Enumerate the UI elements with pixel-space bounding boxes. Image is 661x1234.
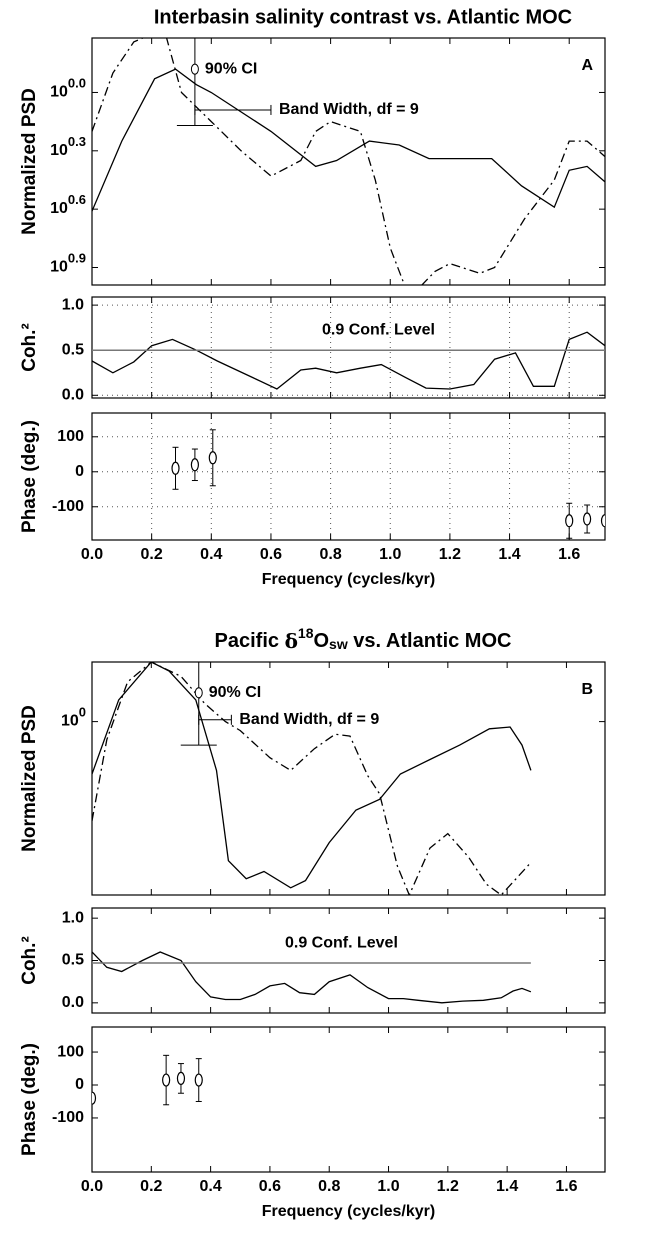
tick-base: 10 — [50, 142, 68, 159]
tick-exponent: 0.9 — [68, 251, 86, 266]
x-tick-label: 1.0 — [379, 546, 401, 563]
panel: 100 Normalized PSD Pacific δ18Osw vs. Atla… — [19, 625, 606, 896]
y-tick-label: 0 — [75, 1076, 84, 1093]
panel: 0.0 0.5 1.0 Coh.² 0.9 Conf. Level — [19, 907, 606, 1014]
y-tick-label: 0.0 — [62, 994, 84, 1011]
x-axis-label: Frequency (cycles/kyr) — [262, 571, 435, 588]
tick-base: 10 — [50, 84, 68, 101]
series-line — [92, 662, 532, 895]
panel: 0.0 0.5 1.0 Coh.² 0.9 Conf. Level — [19, 296, 606, 404]
x-tick-label: 0.6 — [260, 546, 282, 563]
series-line — [92, 662, 532, 889]
chart-title: Pacific δ18Osw vs. Atlantic MOC — [215, 625, 512, 653]
plot-frame — [91, 296, 606, 399]
x-tick-label: 0.2 — [140, 1178, 162, 1195]
y-axis-label: Normalized PSD — [19, 705, 40, 852]
y-tick-label: 100 — [61, 705, 86, 730]
plot-frame — [91, 37, 606, 286]
y-tick-label: 100.0 — [50, 76, 86, 101]
title-part: Pacific — [215, 630, 285, 652]
y-tick-label: 100.6 — [50, 193, 86, 218]
y-tick-label: 100.9 — [50, 251, 86, 276]
tick-exponent: 0.6 — [68, 193, 86, 208]
phase-point — [565, 514, 574, 528]
phase-point — [92, 1091, 97, 1105]
phase-point — [162, 1073, 171, 1087]
series-line — [92, 951, 532, 1004]
tick-base: 10 — [61, 713, 79, 730]
title-part: vs. Atlantic MOC — [348, 630, 512, 652]
series-line — [92, 331, 605, 390]
x-tick-label: 0.0 — [81, 546, 103, 563]
y-tick-label: 1.0 — [62, 296, 84, 313]
y-tick-label: -100 — [52, 1109, 84, 1126]
y-axis-label: Normalized PSD — [19, 88, 40, 235]
panel-label: A — [581, 57, 593, 74]
tick-base: 10 — [50, 259, 68, 276]
conf-level-label: 0.9 Conf. Level — [285, 934, 398, 951]
x-tick-label: 0.4 — [200, 546, 222, 563]
y-tick-label: 0.5 — [62, 952, 84, 969]
y-tick-label: 100 — [57, 428, 84, 445]
y-axis-label: Phase (deg.) — [19, 420, 40, 533]
bandwidth-label: Band Width, df = 9 — [279, 101, 419, 118]
y-tick-label: 0 — [75, 463, 84, 480]
title-part: δ — [285, 629, 298, 653]
x-tick-label: 1.4 — [496, 1178, 518, 1195]
y-tick-label: 100.3 — [50, 134, 86, 159]
y-tick-label: 0.5 — [62, 341, 84, 358]
plot-frame — [91, 412, 606, 541]
x-tick-label: 0.8 — [318, 1178, 340, 1195]
x-tick-label: 0.6 — [259, 1178, 281, 1195]
y-tick-label: -100 — [52, 498, 84, 515]
y-axis-label: Phase (deg.) — [19, 1043, 40, 1156]
series-line — [92, 68, 605, 212]
ci-label: 90% CI — [209, 684, 261, 701]
x-axis-label: Frequency (cycles/kyr) — [262, 1203, 435, 1220]
title-part: sw — [329, 636, 348, 652]
x-tick-label: 1.0 — [377, 1178, 399, 1195]
phase-point — [208, 451, 217, 465]
y-axis-label: Coh.² — [19, 323, 40, 372]
x-tick-label: 0.4 — [199, 1178, 221, 1195]
title-part: O — [313, 630, 329, 652]
panel-label: B — [581, 681, 593, 698]
x-tick-label: 1.6 — [558, 546, 580, 563]
conf-level-label: 0.9 Conf. Level — [322, 321, 435, 338]
y-tick-label: 100 — [57, 1043, 84, 1060]
phase-point — [171, 461, 180, 475]
plot-frame — [91, 1026, 606, 1173]
x-tick-label: 1.2 — [437, 1178, 459, 1195]
y-axis-label: Coh.² — [19, 936, 40, 985]
phase-point — [600, 514, 605, 528]
phase-point — [190, 458, 199, 472]
panel: 100 0 -100 0.0 0.2 0.4 0.6 0.8 1.0 1.2 1.4 1.6 Frequ… — [19, 412, 606, 588]
plot-frame — [91, 661, 606, 896]
ci-point — [194, 687, 203, 699]
x-tick-label: 0.0 — [81, 1178, 103, 1195]
tick-exponent: 0.0 — [68, 76, 86, 91]
y-tick-label: 0.0 — [62, 387, 84, 404]
ci-label: 90% CI — [205, 60, 257, 77]
x-tick-label: 1.4 — [498, 546, 520, 563]
phase-point — [583, 512, 592, 526]
panel: 100 0 -100 0.0 0.2 0.4 0.6 0.8 1.0 1.2 1.4 1.6 Frequ… — [19, 1026, 606, 1220]
y-tick-label: 1.0 — [62, 909, 84, 926]
x-tick-label: 0.2 — [141, 546, 163, 563]
tick-exponent: 0.3 — [68, 134, 86, 149]
tick-exponent: 0 — [79, 705, 86, 720]
title-part: 18 — [298, 625, 314, 641]
x-tick-label: 0.8 — [319, 546, 341, 563]
x-tick-label: 1.6 — [555, 1178, 577, 1195]
chart-title: Interbasin salinity contrast vs. Atlanti… — [154, 6, 572, 28]
plot-frame — [91, 907, 606, 1014]
ci-point — [190, 63, 199, 75]
phase-point — [176, 1071, 186, 1086]
bandwidth-label: Band Width, df = 9 — [239, 711, 379, 728]
phase-point — [194, 1073, 203, 1087]
tick-base: 10 — [50, 200, 68, 217]
x-tick-label: 1.2 — [439, 546, 461, 563]
